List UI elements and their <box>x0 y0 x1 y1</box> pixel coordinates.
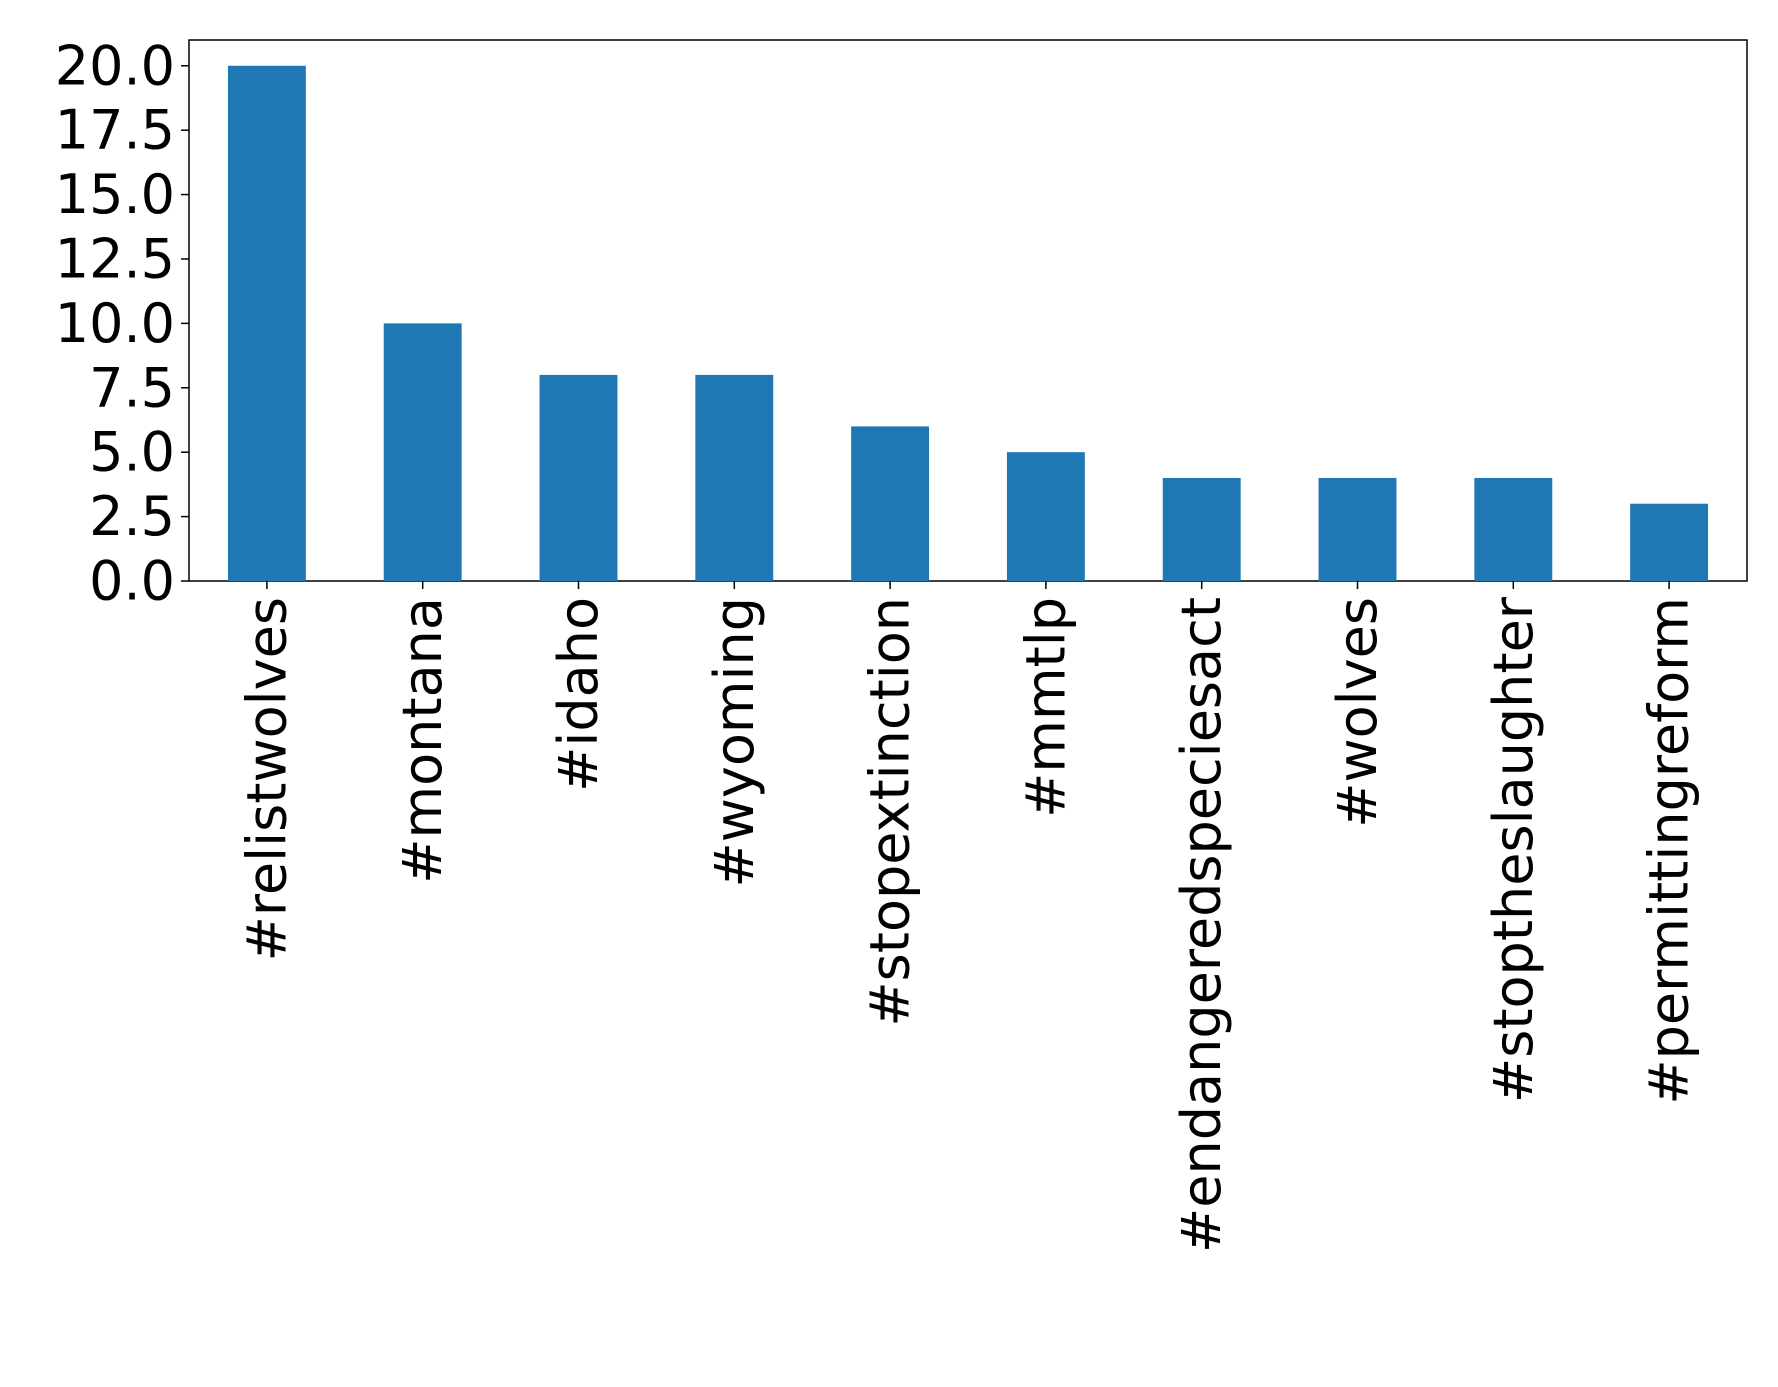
y-tick-label: 2.5 <box>89 485 175 548</box>
x-tick-label: #stoptheslaughter <box>1482 596 1545 1103</box>
x-tick-label: #montana <box>391 597 454 884</box>
x-tick-label: #stopextinction <box>859 597 922 1027</box>
y-tick-label: 15.0 <box>55 163 175 226</box>
bar <box>1006 452 1085 581</box>
bar <box>695 374 774 581</box>
bar <box>1162 477 1241 581</box>
x-tick-label: #wyoming <box>703 597 766 888</box>
bar <box>1474 477 1553 581</box>
bar <box>539 374 618 581</box>
bar <box>383 323 462 581</box>
bar <box>1630 503 1709 581</box>
y-tick-label: 0.0 <box>89 550 175 613</box>
x-tick-label: #endangeredspeciesact <box>1170 597 1233 1253</box>
y-tick-label: 7.5 <box>89 356 175 419</box>
x-tick-label: #mmtlp <box>1014 597 1077 818</box>
bar <box>851 426 930 581</box>
y-tick-label: 5.0 <box>89 421 175 484</box>
y-tick-label: 20.0 <box>55 34 175 97</box>
y-tick-label: 12.5 <box>55 227 175 290</box>
x-tick-label: #idaho <box>547 597 610 792</box>
x-tick-label: #relistwolves <box>235 597 298 961</box>
x-tick-label: #permittingreform <box>1638 597 1701 1105</box>
y-tick-label: 10.0 <box>55 292 175 355</box>
y-tick-label: 17.5 <box>55 99 175 162</box>
plot-frame <box>188 39 1748 582</box>
bar <box>227 65 306 581</box>
bar <box>1318 477 1397 581</box>
x-tick-label: #wolves <box>1326 597 1389 828</box>
